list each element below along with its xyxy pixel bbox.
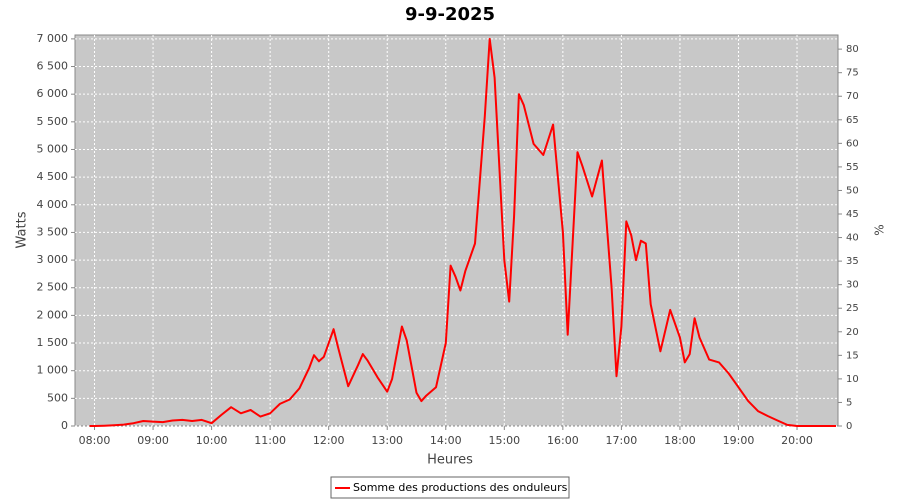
y2-tick-label: 30 — [846, 280, 859, 291]
y-tick-label: 6 000 — [37, 87, 69, 100]
y-axis-label: Watts — [15, 211, 30, 248]
y-tick-label: 4 500 — [37, 170, 69, 183]
y2-tick-label: 40 — [846, 233, 859, 244]
x-tick-label: 17:00 — [606, 434, 638, 447]
x-tick-label: 20:00 — [781, 434, 813, 447]
y2-tick-label: 10 — [846, 374, 859, 385]
y-tick-label: 500 — [47, 391, 68, 404]
y-tick-label: 5 500 — [37, 115, 69, 128]
legend-box — [330, 476, 570, 499]
x-tick-label: 08:00 — [79, 434, 111, 447]
y2-tick-label: 35 — [846, 256, 859, 267]
legend-label: Somme des productions des onduleurs — [353, 481, 568, 494]
y-tick-label: 0 — [61, 419, 68, 432]
y2-tick-label: 45 — [846, 209, 859, 220]
x-tick-label: 10:00 — [196, 434, 228, 447]
y-tick-label: 5 000 — [37, 142, 69, 155]
y2-tick-label: 65 — [846, 115, 859, 126]
y-tick-label: 1 000 — [37, 364, 69, 377]
y2-tick-label: 5 — [846, 397, 852, 408]
x-tick-label: 11:00 — [254, 434, 286, 447]
x-tick-label: 19:00 — [723, 434, 755, 447]
x-tick-label: 13:00 — [371, 434, 403, 447]
y-tick-label: 3 000 — [37, 253, 69, 266]
y2-tick-label: 75 — [846, 68, 859, 79]
x-tick-label: 09:00 — [137, 434, 169, 447]
y-tick-label: 2 000 — [37, 308, 69, 321]
x-tick-label: 16:00 — [547, 434, 579, 447]
y-tick-label: 6 500 — [37, 60, 69, 73]
x-tick-label: 15:00 — [488, 434, 520, 447]
x-tick-label: 14:00 — [430, 434, 462, 447]
y-tick-label: 2 500 — [37, 281, 69, 294]
y2-axis-label: % — [873, 224, 887, 235]
y2-tick-label: 25 — [846, 303, 859, 314]
y-tick-label: 7 000 — [37, 32, 69, 45]
y-tick-label: 3 500 — [37, 225, 69, 238]
x-tick-label: 18:00 — [664, 434, 696, 447]
y2-tick-label: 70 — [846, 91, 859, 102]
y-tick-label: 1 500 — [37, 336, 69, 349]
y2-tick-label: 55 — [846, 162, 859, 173]
chart-title: 9-9-2025 — [405, 4, 495, 25]
y2-tick-label: 60 — [846, 138, 859, 149]
x-axis-label: Heures — [427, 453, 473, 468]
y2-tick-label: 0 — [846, 421, 852, 432]
series-line — [89, 37, 836, 427]
y2-tick-label: 50 — [846, 185, 859, 196]
y-tick-label: 4 000 — [37, 198, 69, 211]
y2-tick-label: 20 — [846, 327, 859, 338]
y2-tick-label: 80 — [846, 44, 859, 55]
y2-tick-label: 15 — [846, 350, 859, 361]
x-tick-label: 12:00 — [313, 434, 345, 447]
legend: Somme des productions des onduleurs — [330, 476, 570, 499]
